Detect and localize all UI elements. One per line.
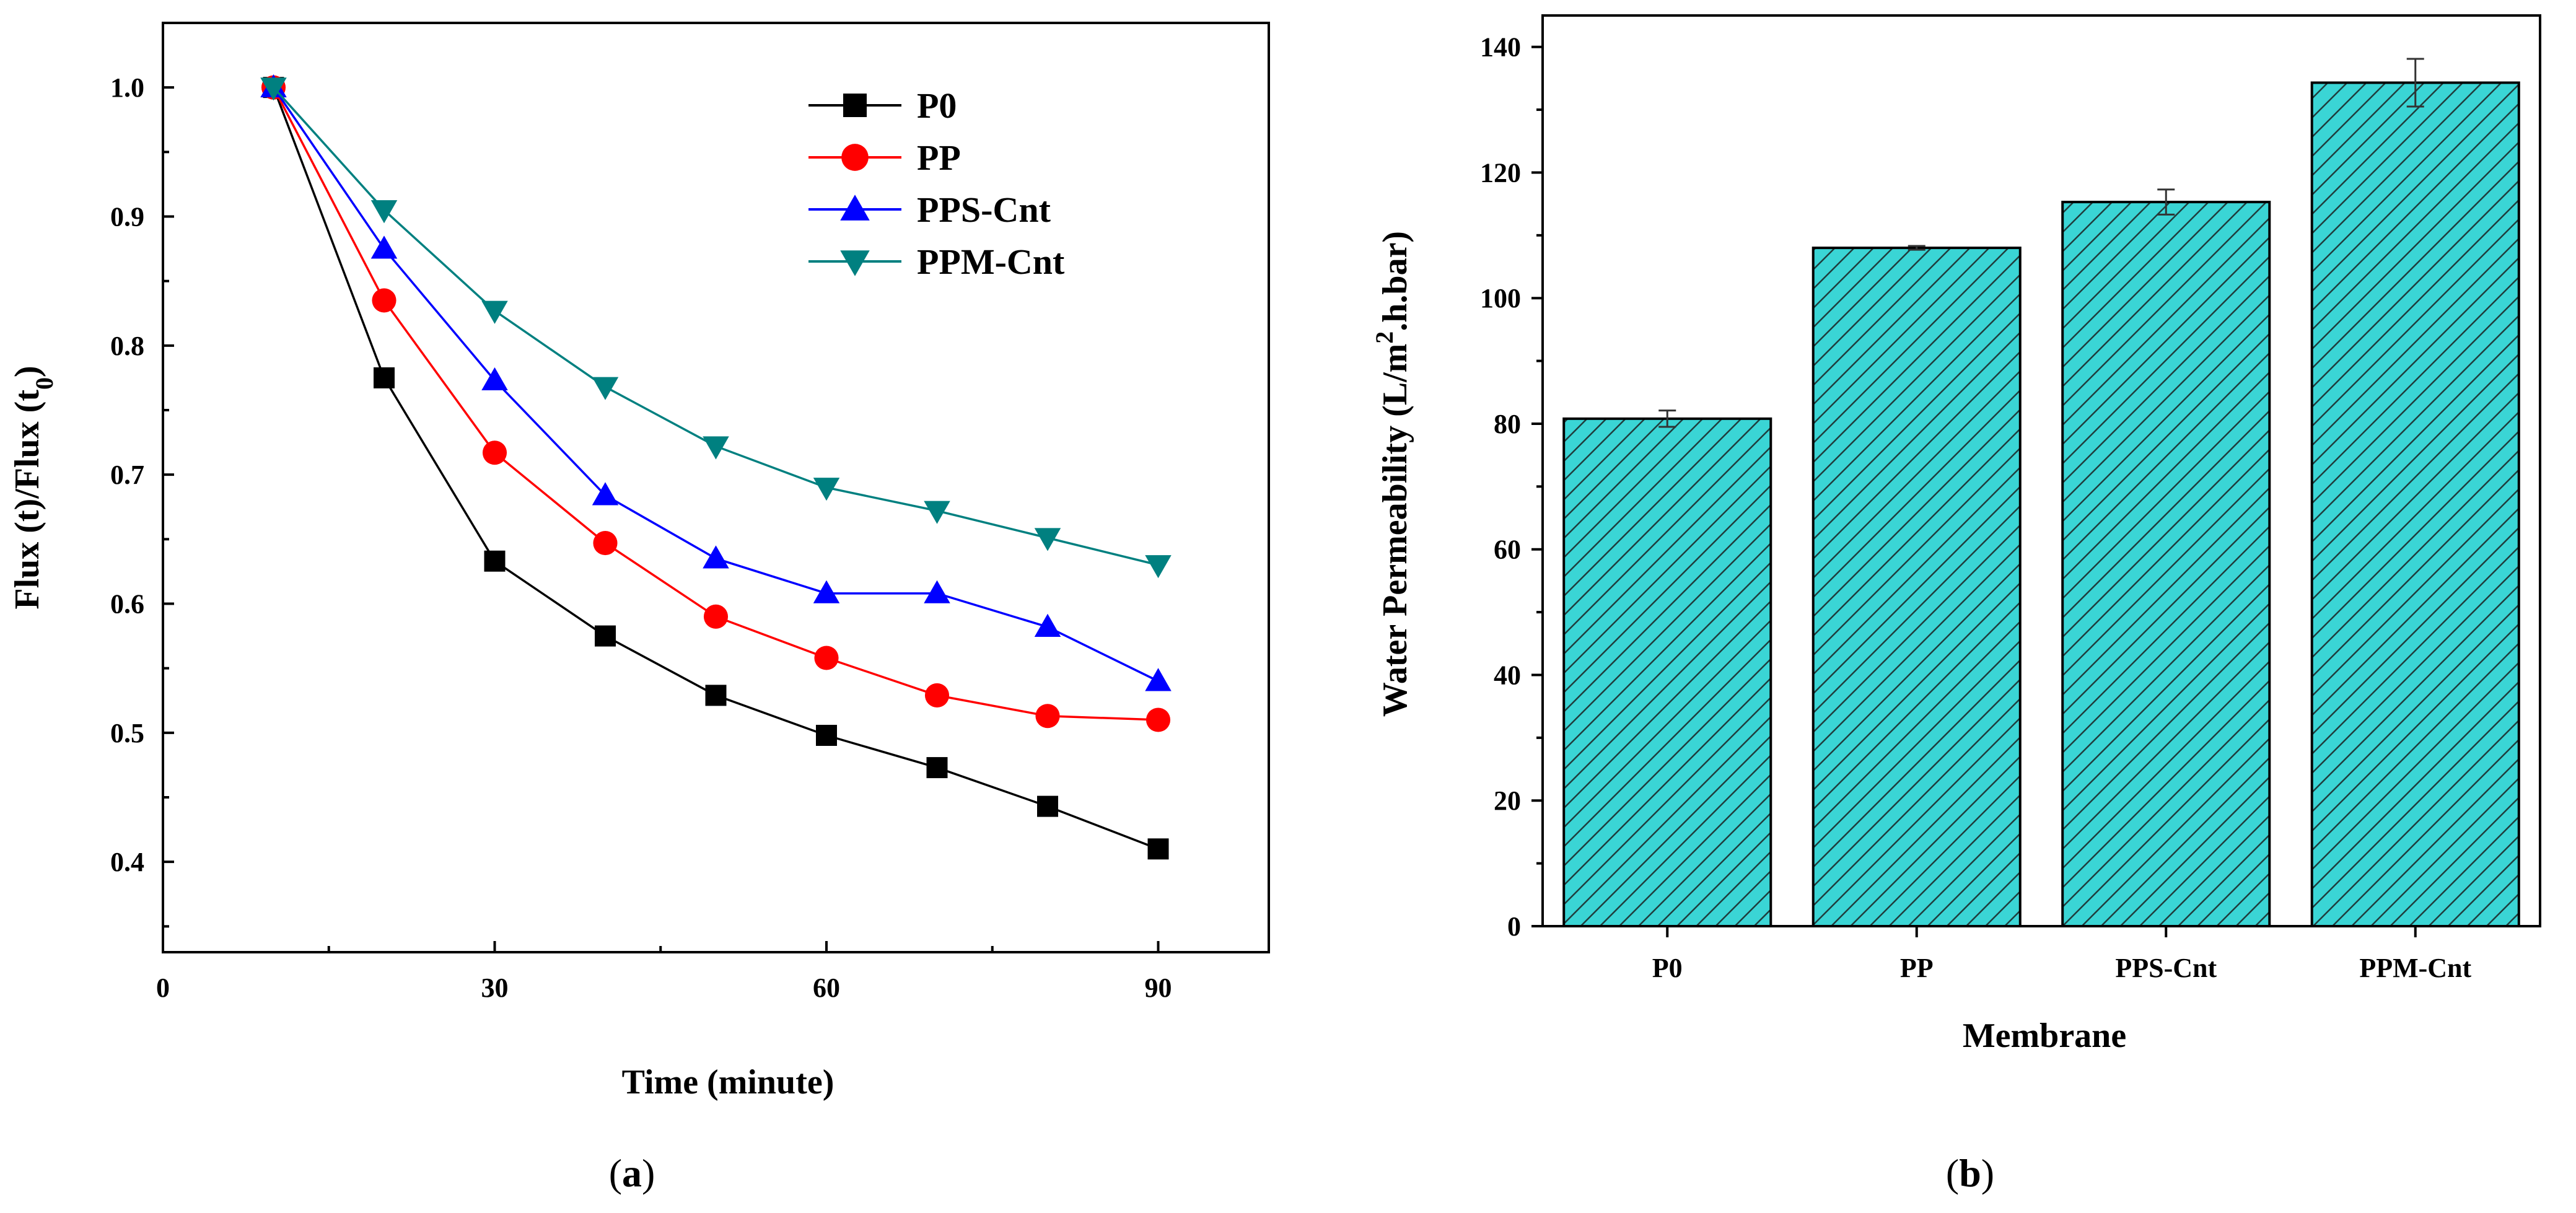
data-point-ppm-cnt [370,200,398,224]
chart-a-y-tick-label: 0.8 [110,331,144,361]
data-point-pp [924,683,950,707]
chart-b-y-tick-label: 40 [1494,660,1521,690]
data-point-ppm-cnt [481,300,508,324]
chart-a-x-tick-label: 60 [813,973,840,1003]
legend-label-ppm-cnt: PPM-Cnt [917,242,1065,282]
legend-marker-pps-cnt [840,195,870,221]
data-point-pps-cnt [813,580,840,603]
legend-label-pps-cnt: PPS-Cnt [917,190,1051,230]
data-point-p0 [1037,795,1058,817]
chart-a-y-tick-label: 0.9 [110,202,144,232]
chart-a-plot-frame [162,22,1270,953]
data-point-pp [482,440,507,465]
chart-b-y-tick-label: 140 [1480,32,1521,63]
chart-b-x-tick-label-pps-cnt: PPS-Cnt [2115,953,2217,983]
bar-pps-cnt [2061,201,2271,927]
chart-b-y-tick-label: 0 [1507,911,1521,942]
chart-a-flux-decline: 0 30 60 90 0.4 0.5 0.6 0.7 0.8 0.9 1.0 P0 PP PPS-Cnt… [8,22,1270,1195]
data-point-p0 [816,725,837,746]
chart-a-y-tick-label: 1.0 [110,72,144,103]
bar-ppm-cnt [2310,81,2520,928]
chart-b-y-tick-label: 120 [1480,157,1521,188]
data-point-ppm-cnt [1145,555,1172,579]
chart-a-y-axis-label: Flux (t)/Flux (t0) [8,366,58,609]
data-point-pp [703,604,729,629]
legend-marker-ppm-cnt [840,250,870,276]
legend-label-pp: PP [917,138,961,178]
data-point-pps-cnt [924,580,950,603]
series-line-ppm-cnt [273,86,1159,566]
data-point-pps-cnt [481,367,508,391]
chart-b-y-tick-label: 100 [1480,283,1521,313]
data-point-pps-cnt [703,545,729,569]
chart-b-x-tick-label-pp: PP [1900,953,1934,983]
data-point-p0 [926,757,948,779]
chart-b-x-axis-label: Membrane [1963,1017,2126,1055]
data-point-ppm-cnt [813,478,840,501]
data-point-ppm-cnt [703,436,729,460]
chart-b-y-tick-label: 20 [1494,786,1521,816]
data-point-pps-cnt [370,235,398,259]
chart-a-y-tick-label: 0.6 [110,589,144,620]
chart-a-panel-label: (a) [609,1151,655,1195]
chart-b-water-permeability: P0 PP PPS-Cnt PPM-Cnt 0 20 40 60 80 100 120 140 Mem… [1370,14,2541,1195]
chart-a-x-axis-label: Time (minute) [622,1063,835,1101]
data-point-p0 [595,625,616,647]
legend-marker-pp [841,144,869,171]
chart-a-x-tick-label: 0 [156,973,170,1003]
bar-pp [1812,247,2022,928]
legend-label-p0: P0 [917,85,957,126]
chart-b-x-tick-label-ppm-cnt: PPM-Cnt [2359,953,2471,983]
legend-marker-p0 [843,94,867,117]
data-point-p0 [705,685,727,706]
bar-p0 [1562,417,1772,927]
data-point-pp [593,531,618,556]
chart-a-legend: P0 PP PPS-Cnt PPM-Cnt [808,85,1065,282]
data-point-pps-cnt [1034,613,1061,637]
data-point-pp [1146,707,1171,732]
data-point-pps-cnt [1145,668,1172,691]
data-point-ppm-cnt [924,501,950,524]
data-point-pp [372,288,396,313]
chart-a-x-tick-label: 90 [1145,973,1172,1003]
series-line-pps-cnt [273,87,1159,683]
chart-b-panel-label: (b) [1946,1151,1994,1195]
chart-a-x-tick-label: 30 [481,973,509,1003]
data-point-p0 [1147,838,1169,860]
data-point-pp [1035,704,1060,729]
data-point-p0 [374,367,395,388]
chart-b-y-axis-label: Water Permeability (L/m2.h.bar) [1370,231,1415,717]
data-point-pp [814,646,839,670]
chart-a-y-tick-label: 0.7 [110,460,144,490]
chart-b-y-tick-label: 60 [1494,535,1521,565]
data-point-p0 [484,550,506,572]
chart-b-plot-frame [1541,14,2541,927]
chart-b-y-tick-label: 80 [1494,409,1521,439]
chart-b-x-tick-label-p0: P0 [1652,953,1683,983]
chart-a-y-tick-label: 0.4 [110,847,144,877]
chart-a-y-tick-label: 0.5 [110,718,144,748]
data-point-pps-cnt [592,482,619,506]
data-point-ppm-cnt [260,77,287,101]
data-point-ppm-cnt [592,377,619,400]
data-point-ppm-cnt [1034,528,1061,551]
